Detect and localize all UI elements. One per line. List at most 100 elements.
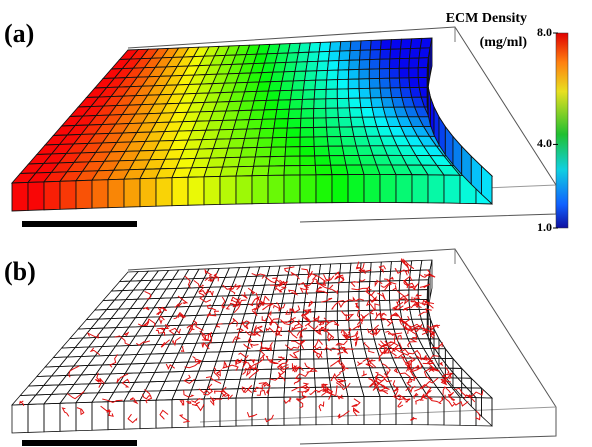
fiber bbox=[166, 364, 175, 369]
fiber bbox=[159, 316, 164, 323]
mesh-cell bbox=[379, 59, 389, 69]
fiber bbox=[361, 314, 369, 319]
mesh-cell bbox=[418, 280, 428, 290]
mesh-cell bbox=[315, 302, 327, 312]
mesh-cell bbox=[228, 138, 245, 148]
mesh-cell bbox=[220, 167, 238, 177]
fiber bbox=[185, 276, 191, 288]
fiber bbox=[236, 359, 241, 365]
mesh-cell bbox=[399, 68, 409, 78]
mesh-cell bbox=[409, 58, 419, 68]
mesh-cell bbox=[62, 338, 83, 348]
fiber bbox=[145, 291, 151, 299]
mesh-cell bbox=[314, 368, 329, 378]
colorbar-title: ECM Density bbox=[446, 11, 527, 26]
mesh-cell bbox=[297, 52, 309, 62]
mesh-cell bbox=[295, 62, 307, 72]
mesh-cell bbox=[92, 180, 108, 209]
mesh-cell bbox=[89, 337, 110, 347]
fiber bbox=[338, 352, 343, 355]
mesh-cell bbox=[245, 351, 261, 361]
mesh-cell bbox=[391, 39, 402, 49]
mesh-cell bbox=[339, 127, 354, 137]
mesh-cell bbox=[303, 80, 315, 90]
mesh-cell bbox=[396, 397, 412, 425]
mesh-cell bbox=[359, 69, 369, 79]
fiber bbox=[352, 399, 360, 407]
mesh-cell bbox=[399, 78, 409, 88]
mesh-cell bbox=[349, 108, 362, 118]
fiber bbox=[296, 393, 306, 400]
mesh-cell bbox=[360, 320, 372, 330]
mesh-cell bbox=[293, 293, 306, 303]
mesh-cell bbox=[332, 397, 348, 425]
mesh-cell bbox=[399, 58, 409, 68]
mesh-cell bbox=[87, 310, 107, 320]
scale-bar bbox=[22, 221, 137, 227]
mesh-cell bbox=[188, 352, 206, 362]
mesh-cell bbox=[155, 279, 172, 289]
fiber bbox=[91, 348, 99, 355]
fiber bbox=[361, 279, 366, 281]
fiber bbox=[315, 340, 323, 347]
mesh-cell bbox=[370, 88, 382, 98]
mesh-cell bbox=[290, 90, 303, 100]
mesh-cell bbox=[370, 368, 388, 378]
mesh-cell bbox=[192, 343, 209, 353]
fiber bbox=[423, 361, 434, 364]
mesh-cell bbox=[328, 146, 344, 156]
mesh-cell bbox=[67, 347, 88, 357]
fiber bbox=[267, 356, 274, 362]
fiber bbox=[194, 281, 203, 288]
mesh-cell bbox=[331, 165, 348, 175]
mesh-cell bbox=[252, 397, 268, 425]
fiber bbox=[324, 388, 335, 396]
fiber bbox=[429, 368, 434, 372]
fiber bbox=[440, 362, 443, 365]
fiber bbox=[230, 284, 237, 295]
mesh-cell bbox=[269, 156, 285, 166]
mesh-cell bbox=[150, 372, 170, 382]
mesh-cell bbox=[380, 174, 396, 202]
mesh-cell bbox=[12, 182, 28, 211]
mesh-cell bbox=[380, 300, 391, 310]
mesh-cell bbox=[302, 90, 314, 100]
mesh-cell bbox=[118, 299, 137, 309]
mesh-cell bbox=[319, 42, 330, 52]
fiber bbox=[192, 404, 204, 410]
fiber bbox=[393, 285, 397, 290]
mesh-cell bbox=[284, 175, 300, 203]
fiber bbox=[99, 378, 105, 387]
fiber bbox=[377, 293, 385, 301]
fiber bbox=[330, 289, 338, 294]
mesh-cell bbox=[481, 388, 492, 426]
mesh-cell bbox=[326, 118, 339, 128]
mesh-cell bbox=[338, 117, 352, 127]
mesh-cell bbox=[44, 403, 60, 432]
fiber bbox=[251, 344, 259, 348]
mesh-cell bbox=[225, 370, 242, 380]
mesh-cell bbox=[348, 69, 359, 79]
mesh-cell bbox=[314, 359, 328, 369]
fiber bbox=[319, 402, 324, 412]
mesh-cell bbox=[130, 299, 148, 309]
mesh-cell bbox=[314, 99, 326, 109]
mesh-cell bbox=[243, 276, 257, 286]
mesh-cell bbox=[204, 167, 223, 177]
fiber bbox=[242, 387, 246, 392]
fiber bbox=[362, 371, 367, 377]
mesh-cell bbox=[332, 175, 348, 203]
fiber bbox=[316, 351, 321, 358]
mesh-cell bbox=[145, 381, 165, 391]
mesh-cell bbox=[428, 175, 444, 203]
fiber bbox=[262, 316, 267, 321]
mesh-cell bbox=[319, 264, 330, 274]
mesh-cell bbox=[314, 108, 326, 118]
fiber bbox=[364, 342, 374, 353]
mesh-cell bbox=[337, 98, 349, 108]
mesh-cell bbox=[108, 179, 124, 208]
mesh-cell bbox=[288, 109, 301, 119]
mesh-cell bbox=[238, 157, 255, 167]
fiber bbox=[244, 344, 251, 349]
mesh-cell bbox=[264, 100, 278, 110]
